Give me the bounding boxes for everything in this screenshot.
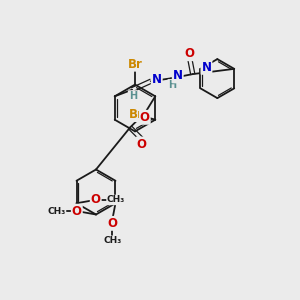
Text: N: N	[201, 61, 212, 74]
Text: N: N	[152, 73, 162, 86]
Text: CH₃: CH₃	[47, 207, 65, 216]
Text: O: O	[185, 47, 195, 60]
Text: O: O	[136, 137, 146, 151]
Text: O: O	[91, 194, 101, 206]
Text: H: H	[168, 80, 176, 90]
Text: CH₃: CH₃	[107, 196, 125, 205]
Text: O: O	[140, 111, 150, 124]
Text: CH₃: CH₃	[103, 236, 122, 245]
Text: N: N	[173, 69, 183, 82]
Text: Br: Br	[128, 58, 142, 71]
Text: Br: Br	[129, 108, 144, 121]
Text: O: O	[107, 217, 118, 230]
Text: H: H	[129, 91, 137, 101]
Text: O: O	[72, 205, 82, 218]
